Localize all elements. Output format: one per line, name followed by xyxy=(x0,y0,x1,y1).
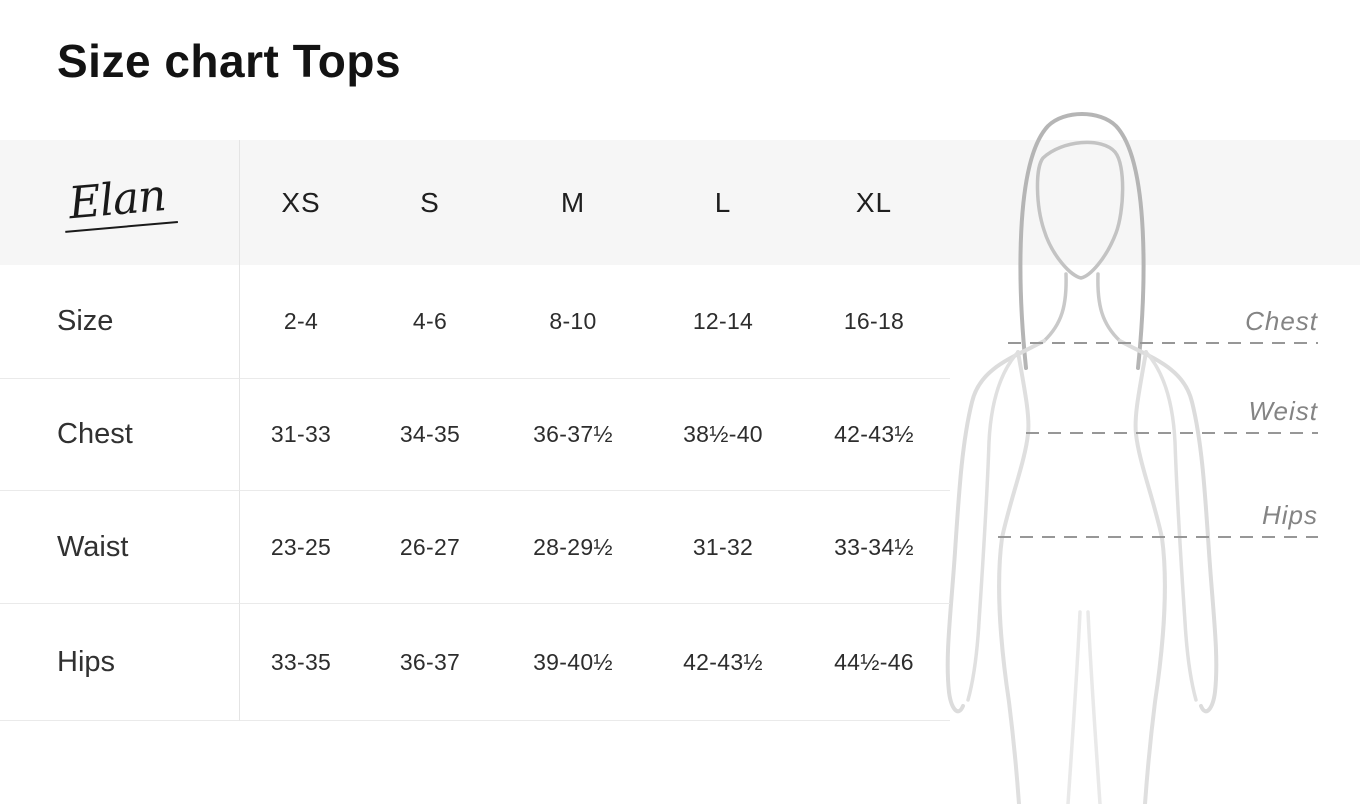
brand-logo-text: Elan xyxy=(61,170,178,233)
value-hips-s: 36-37 xyxy=(362,604,498,721)
value-size-xs: 2-4 xyxy=(240,265,362,379)
value-chest-s: 34-35 xyxy=(362,379,498,491)
value-chest-xs: 31-33 xyxy=(240,379,362,491)
value-waist-xl: 33-34½ xyxy=(798,491,950,604)
value-waist-xs: 23-25 xyxy=(240,491,362,604)
value-waist-s: 26-27 xyxy=(362,491,498,604)
value-waist-l: 31-32 xyxy=(648,491,798,604)
row-label-size: Size xyxy=(0,265,240,379)
row-label-hips: Hips xyxy=(0,604,240,721)
chest-measurement-label: Chest xyxy=(1245,306,1318,336)
value-chest-xl: 42-43½ xyxy=(798,379,950,491)
row-label-chest: Chest xyxy=(0,379,240,491)
size-table: Elan XS S M L XL Size 2-4 4-6 8-10 12-14… xyxy=(0,140,950,721)
row-label-waist: Waist xyxy=(0,491,240,604)
column-header-m: M xyxy=(560,186,586,218)
value-chest-l: 38½-40 xyxy=(648,379,798,491)
page-title: Size chart Tops xyxy=(57,35,402,87)
value-hips-m: 39-40½ xyxy=(498,604,648,721)
value-chest-m: 36-37½ xyxy=(498,379,648,491)
hips-measurement-label: Hips xyxy=(1261,500,1318,530)
waist-measurement-label: Weist xyxy=(1248,396,1318,426)
brand-logo: Elan xyxy=(0,140,240,265)
column-header-xs: XS xyxy=(281,186,321,218)
column-header-l: L xyxy=(714,186,732,218)
value-hips-l: 42-43½ xyxy=(648,604,798,721)
value-size-m: 8-10 xyxy=(498,265,648,379)
value-hips-xs: 33-35 xyxy=(240,604,362,721)
value-size-l: 12-14 xyxy=(648,265,798,379)
value-hips-xl: 44½-46 xyxy=(798,604,950,721)
column-header-s: S xyxy=(420,186,440,218)
value-size-s: 4-6 xyxy=(362,265,498,379)
value-waist-m: 28-29½ xyxy=(498,491,648,604)
column-header-xl: XL xyxy=(855,186,893,218)
value-size-xl: 16-18 xyxy=(798,265,950,379)
